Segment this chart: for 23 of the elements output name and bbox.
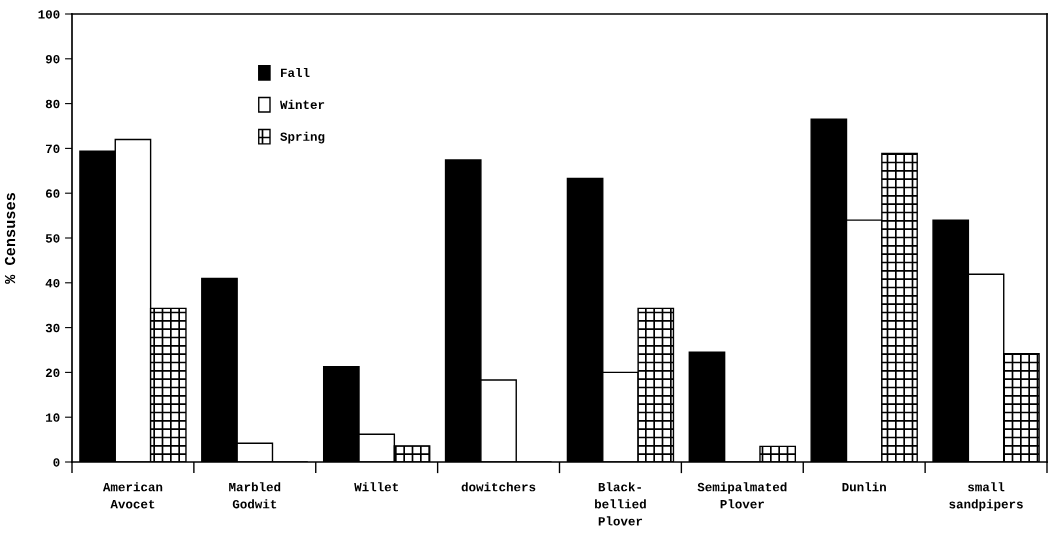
- legend-label: Fall: [281, 67, 310, 78]
- x-tick-label: Dunlin: [842, 482, 886, 492]
- y-axis-title: % Censuses: [4, 193, 16, 284]
- legend-label: Spring: [280, 131, 325, 144]
- y-tick-label: 40: [45, 278, 60, 288]
- x-tick-label: small sandpipers: [949, 482, 1023, 511]
- y-tick-label: 70: [45, 144, 60, 154]
- y-tick-label: 10: [46, 413, 60, 422]
- y-tick-label: 30: [45, 323, 60, 333]
- y-tick-label: 50: [45, 234, 60, 243]
- y-tick-label: 80: [45, 99, 60, 109]
- x-tick-label: Semipalmated Plover: [697, 482, 787, 509]
- y-tick-label: 60: [45, 189, 60, 198]
- x-tick-label: Willet: [354, 482, 398, 492]
- legend-label: Winter: [280, 99, 325, 110]
- y-tick-label: 90: [45, 54, 60, 64]
- x-tick-label: Marbled Godwit: [229, 482, 281, 509]
- y-tick-label: 100: [38, 10, 60, 19]
- x-tick-label: Black- bellied Plover: [595, 482, 646, 526]
- y-tick-label: 20: [45, 368, 60, 378]
- x-tick-label: dowitchers: [461, 482, 536, 492]
- y-tick-label: 0: [53, 458, 60, 467]
- x-tick-label: American Avocet: [102, 482, 163, 509]
